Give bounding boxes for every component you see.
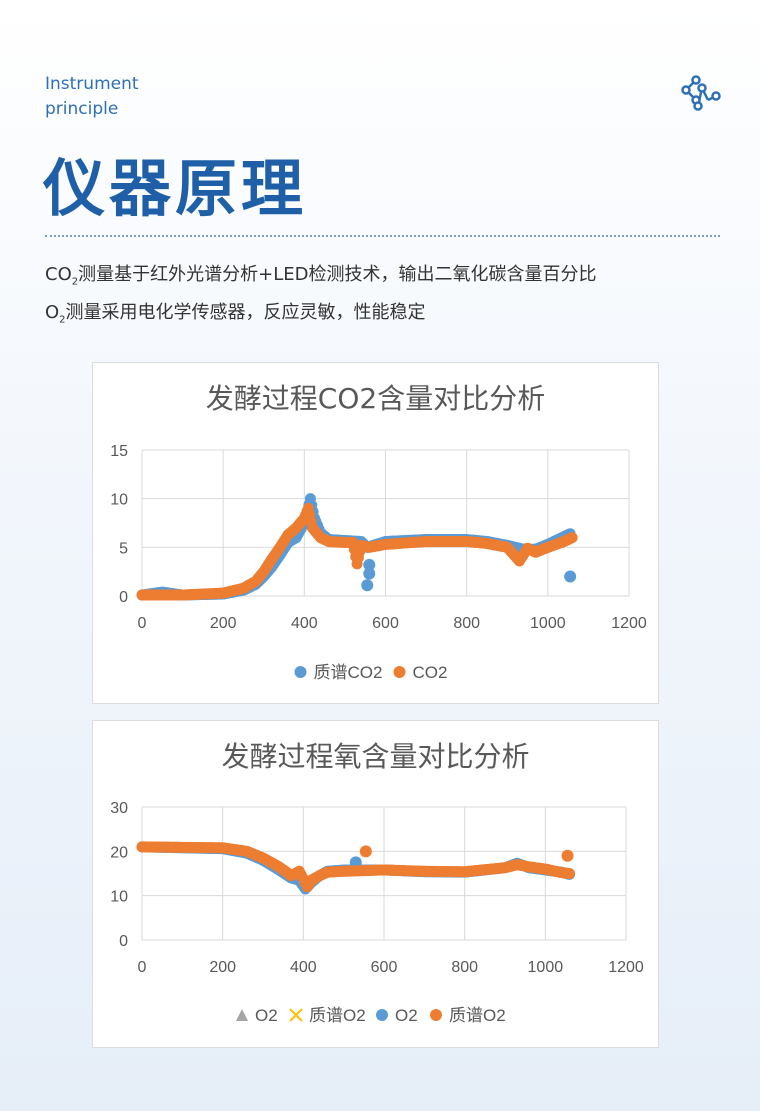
y-tick-label: 30 [110, 800, 128, 817]
x-tick-label: 1200 [611, 615, 647, 632]
o2-sub: 2 [59, 314, 66, 326]
o2-text: 测量采用电化学传感器，反应灵敏，性能稳定 [65, 301, 426, 323]
x-tick-label: 400 [290, 959, 317, 976]
data-point-outlier [361, 579, 374, 592]
legend-label: 质谱O2 [449, 1006, 506, 1025]
page-title: 仪器原理 [43, 152, 308, 225]
legend-label: O2 [395, 1006, 418, 1025]
o2-chart: 0 200 400 600 800 1000 1200 0 10 20 30 O2 质谱O2 O2 质谱O2 [110, 800, 644, 1025]
legend-label: O2 [255, 1006, 278, 1025]
data-point [566, 532, 578, 544]
data-point-outlier [363, 558, 376, 571]
x-tick-label: 800 [451, 959, 478, 976]
data-point-outlier [363, 567, 376, 580]
legend-marker-x [289, 1008, 303, 1022]
legend-marker-circle [294, 666, 307, 678]
x-tick-label: 600 [371, 959, 398, 976]
x-tick-label: 1000 [530, 615, 566, 632]
section-subtitle-en: Instrument principle [45, 72, 139, 122]
data-point-outlier [359, 845, 372, 858]
legend-marker-circle [430, 1009, 442, 1021]
description: CO2测量基于红外光谱分析+LED检测技术，输出二氧化碳含量百分比 O2测量采用… [45, 260, 596, 335]
chart-title: 发酵过程氧含量对比分析 [221, 740, 530, 773]
subtitle-line-2: principle [45, 99, 119, 119]
co2-prefix: CO [45, 264, 72, 285]
x-tick-label: 1000 [528, 959, 564, 976]
x-tick-label: 0 [138, 615, 147, 632]
legend-marker-triangle [236, 1009, 248, 1021]
legend-label: 质谱CO2 [314, 663, 383, 682]
legend-marker-circle [376, 1009, 388, 1021]
share-network-icon [680, 72, 722, 116]
y-tick-label: 0 [119, 933, 128, 950]
legend-label: 质谱O2 [309, 1006, 366, 1025]
description-line-1: CO2测量基于红外光谱分析+LED检测技术，输出二氧化碳含量百分比 [45, 260, 596, 298]
y-tick-label: 20 [110, 844, 128, 861]
co2-chart: 0 200 400 600 800 1000 1200 0 5 10 15 质谱CO2 CO2 [110, 443, 647, 682]
y-tick-label: 15 [110, 443, 128, 460]
y-tick-label: 10 [110, 889, 128, 906]
y-tick-label: 5 [119, 540, 128, 557]
legend-marker-circle [393, 666, 406, 678]
data-point-outlier [561, 849, 574, 862]
y-tick-label: 10 [110, 492, 128, 509]
y-tick-label: 0 [119, 589, 128, 606]
data-point-outlier [564, 570, 577, 583]
description-line-2: O2测量采用电化学传感器，反应灵敏，性能稳定 [45, 298, 596, 336]
x-tick-label: 200 [210, 615, 237, 632]
o2-chart-card: 发酵过程氧含量对比分析 0 200 400 600 800 1000 1200 0 10 20 30… [92, 720, 659, 1048]
x-tick-label: 600 [372, 615, 399, 632]
co2-text: 测量基于红外光谱分析+LED检测技术，输出二氧化碳含量百分比 [78, 264, 597, 285]
chart-title: 发酵过程CO2含量对比分析 [205, 382, 546, 415]
dotted-divider [45, 235, 720, 237]
subtitle-line-1: Instrument [45, 74, 139, 94]
x-tick-label: 1200 [608, 959, 644, 976]
x-tick-label: 400 [291, 615, 318, 632]
x-tick-label: 0 [138, 959, 147, 976]
co2-chart-card: 发酵过程CO2含量对比分析 0 200 400 600 800 1000 1200 0 5 10 1… [92, 362, 659, 704]
x-tick-label: 800 [453, 615, 480, 632]
data-point [564, 868, 576, 879]
co2-sub: 2 [71, 276, 79, 288]
o2-prefix: O [45, 301, 60, 323]
legend-label: CO2 [413, 663, 448, 682]
x-tick-label: 200 [209, 959, 236, 976]
